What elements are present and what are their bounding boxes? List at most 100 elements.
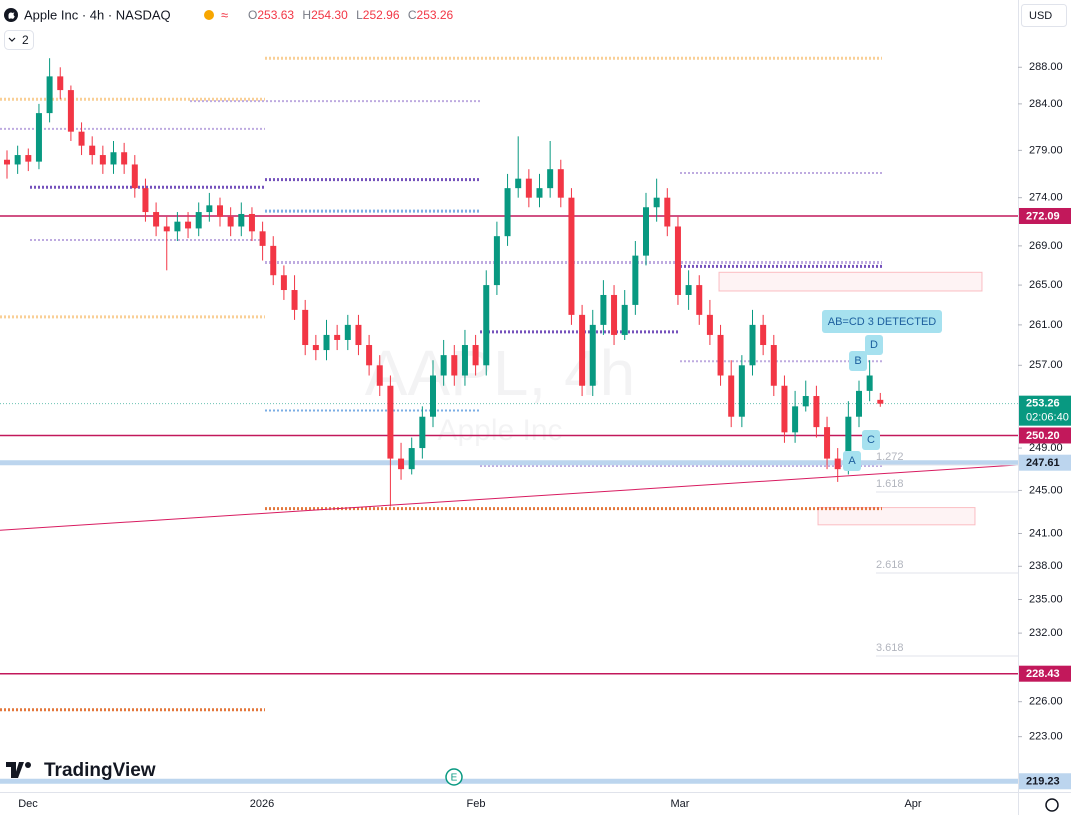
symbol-title[interactable]: Apple Inc · 4h · NASDAQ bbox=[24, 7, 171, 22]
pattern-point: D bbox=[870, 339, 878, 351]
x-tick-label: Dec bbox=[18, 798, 38, 810]
candle-body bbox=[174, 221, 181, 232]
y-tick-label: 274.00 bbox=[1029, 192, 1063, 204]
candle-body bbox=[195, 212, 202, 229]
ohlc-value: 254.30 bbox=[311, 8, 348, 22]
candle-body bbox=[238, 213, 245, 227]
x-tick-label: Feb bbox=[467, 798, 486, 810]
candle-body bbox=[525, 178, 532, 198]
trendline bbox=[0, 464, 1019, 531]
y-tick-label: 223.00 bbox=[1029, 731, 1063, 743]
candle-body bbox=[653, 197, 660, 208]
candle-body bbox=[792, 406, 799, 433]
session-icon: ≈ bbox=[221, 7, 228, 22]
candle-body bbox=[142, 188, 149, 213]
ohlc-value: 252.96 bbox=[363, 8, 400, 22]
candle-body bbox=[163, 226, 170, 232]
candle-body bbox=[834, 458, 841, 470]
candle-body bbox=[600, 294, 607, 325]
candle-body bbox=[621, 304, 628, 335]
brand-name[interactable]: TradingView bbox=[44, 760, 156, 781]
indicator-toggle[interactable] bbox=[4, 30, 34, 50]
y-tick-label: 279.00 bbox=[1029, 144, 1063, 156]
candle-body bbox=[110, 152, 117, 165]
level-label: 247.61 bbox=[1026, 457, 1060, 469]
candle-body bbox=[46, 76, 53, 114]
level-label: 272.09 bbox=[1026, 210, 1060, 222]
candle-body bbox=[461, 345, 468, 376]
candle-body bbox=[291, 290, 298, 310]
x-tick-label: Mar bbox=[671, 798, 690, 810]
ohlc-readout: O253.63 H254.30 L252.96 C253.26 bbox=[248, 8, 454, 22]
x-tick-label: Apr bbox=[904, 798, 921, 810]
fib-label: 3.618 bbox=[876, 642, 904, 654]
candle-body bbox=[121, 152, 128, 165]
candle-body bbox=[153, 212, 160, 227]
candle-body bbox=[25, 155, 32, 162]
candle-body bbox=[557, 169, 564, 198]
candle-body bbox=[334, 334, 341, 340]
pattern-point-badge bbox=[865, 335, 883, 355]
candle-body bbox=[643, 207, 649, 256]
candle-body bbox=[472, 345, 479, 366]
candle-body bbox=[217, 205, 223, 217]
candle-body bbox=[131, 164, 138, 189]
candle-body bbox=[259, 231, 266, 246]
candle-body bbox=[728, 375, 735, 417]
candle-body bbox=[344, 324, 351, 340]
candle-body bbox=[760, 324, 767, 346]
candle-body bbox=[78, 131, 85, 146]
candle-body bbox=[451, 355, 458, 376]
candle-body bbox=[866, 375, 873, 391]
candle-body bbox=[493, 236, 500, 286]
candle-body bbox=[185, 221, 192, 229]
candle-body bbox=[589, 324, 596, 386]
candle-body bbox=[366, 345, 373, 366]
watermark-name: Apple Inc bbox=[437, 414, 562, 447]
pattern-badge bbox=[822, 310, 942, 333]
candle-body bbox=[504, 188, 511, 237]
last-price-label: 253.26 bbox=[1026, 398, 1060, 410]
candle-body bbox=[312, 345, 319, 351]
earnings-marker[interactable] bbox=[445, 768, 463, 786]
market-status-icon[interactable] bbox=[204, 10, 214, 20]
candle-body bbox=[440, 355, 447, 376]
candle-body bbox=[248, 213, 255, 232]
candle-body bbox=[685, 285, 692, 295]
ohlc-label: L bbox=[356, 8, 363, 22]
candle-body bbox=[323, 334, 330, 351]
candle-body bbox=[877, 399, 884, 404]
y-tick-label: 232.00 bbox=[1029, 627, 1063, 639]
candle-body bbox=[568, 197, 575, 315]
level-label-bg bbox=[1019, 427, 1071, 444]
brand-logo bbox=[6, 762, 24, 778]
ohlc-label: H bbox=[302, 8, 311, 22]
candle-body bbox=[376, 365, 383, 386]
candle-body bbox=[674, 226, 681, 295]
candle-body bbox=[696, 285, 703, 315]
candle-body bbox=[824, 427, 831, 459]
level-label: 219.23 bbox=[1026, 776, 1060, 788]
y-tick-label: 257.00 bbox=[1029, 359, 1063, 371]
candle-body bbox=[802, 396, 809, 407]
target-zone bbox=[718, 271, 983, 292]
settings-icon[interactable] bbox=[1045, 798, 1059, 812]
currency-button[interactable] bbox=[1021, 4, 1067, 27]
currency-label: USD bbox=[1029, 10, 1052, 22]
y-tick-label: 288.00 bbox=[1029, 61, 1063, 73]
candle-body bbox=[430, 375, 436, 417]
y-tick-label: 235.00 bbox=[1029, 593, 1063, 605]
candle-body bbox=[856, 390, 862, 417]
y-tick-label: 241.00 bbox=[1029, 527, 1063, 539]
pattern-point: C bbox=[867, 434, 875, 446]
y-tick-label: 226.00 bbox=[1029, 696, 1063, 708]
candle-body bbox=[227, 216, 234, 227]
y-tick-label: 265.00 bbox=[1029, 279, 1063, 291]
y-tick-label: 284.00 bbox=[1029, 98, 1063, 110]
candle-body bbox=[355, 324, 362, 346]
y-tick-label: 269.00 bbox=[1029, 240, 1063, 252]
plot-area: AB=CD 3 DETECTED A B C D 1.272 1.618 2.618 3.618 bbox=[0, 56, 1019, 784]
fib-label: 2.618 bbox=[876, 559, 904, 571]
candle-body bbox=[206, 205, 213, 213]
